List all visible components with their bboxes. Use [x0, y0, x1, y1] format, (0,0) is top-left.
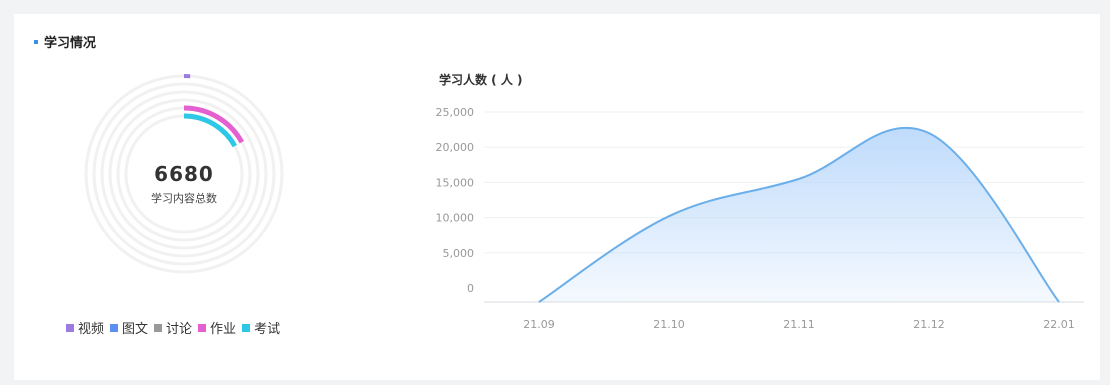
donut-track: [100, 90, 268, 258]
total-label: 学习内容总数: [151, 192, 217, 205]
donut-arc-4: [183, 113, 238, 148]
legend-swatch: [66, 323, 74, 332]
legend-label: 视频: [78, 322, 105, 337]
y-tick-label: 25,000: [436, 106, 475, 119]
legend-label: 作业: [210, 322, 237, 337]
legend-label: 讨论: [166, 322, 193, 337]
card-title: 学习情况: [34, 32, 96, 51]
card-title-text: 学习情况: [44, 36, 97, 51]
y-tick-label: 15,000: [436, 176, 475, 189]
study-card: 学习情况 6680 学习内容总数 视频 图文 讨论 作业 考试 学习人数 ( 人 ) 0 5…: [14, 14, 1100, 380]
content-donut: [84, 74, 284, 274]
legend-swatch: [242, 323, 251, 332]
legend-item[interactable]: 考试: [242, 318, 280, 337]
y-tick-label: 0: [467, 282, 474, 295]
legend-label: 考试: [254, 322, 281, 337]
learners-area-chart: 学习人数 ( 人 ) 0 5,000 10,000 15,000 20,000 25,000…: [436, 72, 1084, 331]
donut-legend: 视频 图文 讨论 作业 考试: [66, 318, 286, 337]
legend-swatch: [154, 323, 163, 332]
y-tick-label: 20,000: [436, 141, 475, 154]
x-tick-label: 21.09: [523, 318, 555, 331]
x-tick-label: 21.11: [783, 318, 815, 331]
donut-track: [92, 82, 276, 266]
legend-item[interactable]: 图文: [110, 318, 148, 337]
y-axis-label: 学习人数 ( 人 ): [439, 72, 523, 87]
donut-track: [108, 98, 260, 250]
y-tick-label: 10,000: [436, 212, 475, 225]
total-count: 6680: [154, 162, 214, 186]
y-tick-label: 5,000: [443, 247, 475, 260]
x-tick-label: 21.10: [653, 318, 685, 331]
area-fill: [539, 127, 1059, 302]
legend-item[interactable]: 讨论: [154, 318, 192, 337]
title-marker: [34, 39, 38, 44]
legend-item[interactable]: 视频: [66, 318, 104, 337]
x-tick-label: 22.01: [1043, 318, 1075, 331]
legend-swatch: [198, 323, 207, 332]
legend-label: 图文: [122, 322, 149, 337]
legend-item[interactable]: 作业: [198, 318, 236, 337]
legend-swatch: [110, 323, 119, 332]
x-tick-label: 21.12: [913, 318, 945, 331]
donut-arc-3: [183, 105, 245, 144]
series-line: [538, 126, 1060, 303]
